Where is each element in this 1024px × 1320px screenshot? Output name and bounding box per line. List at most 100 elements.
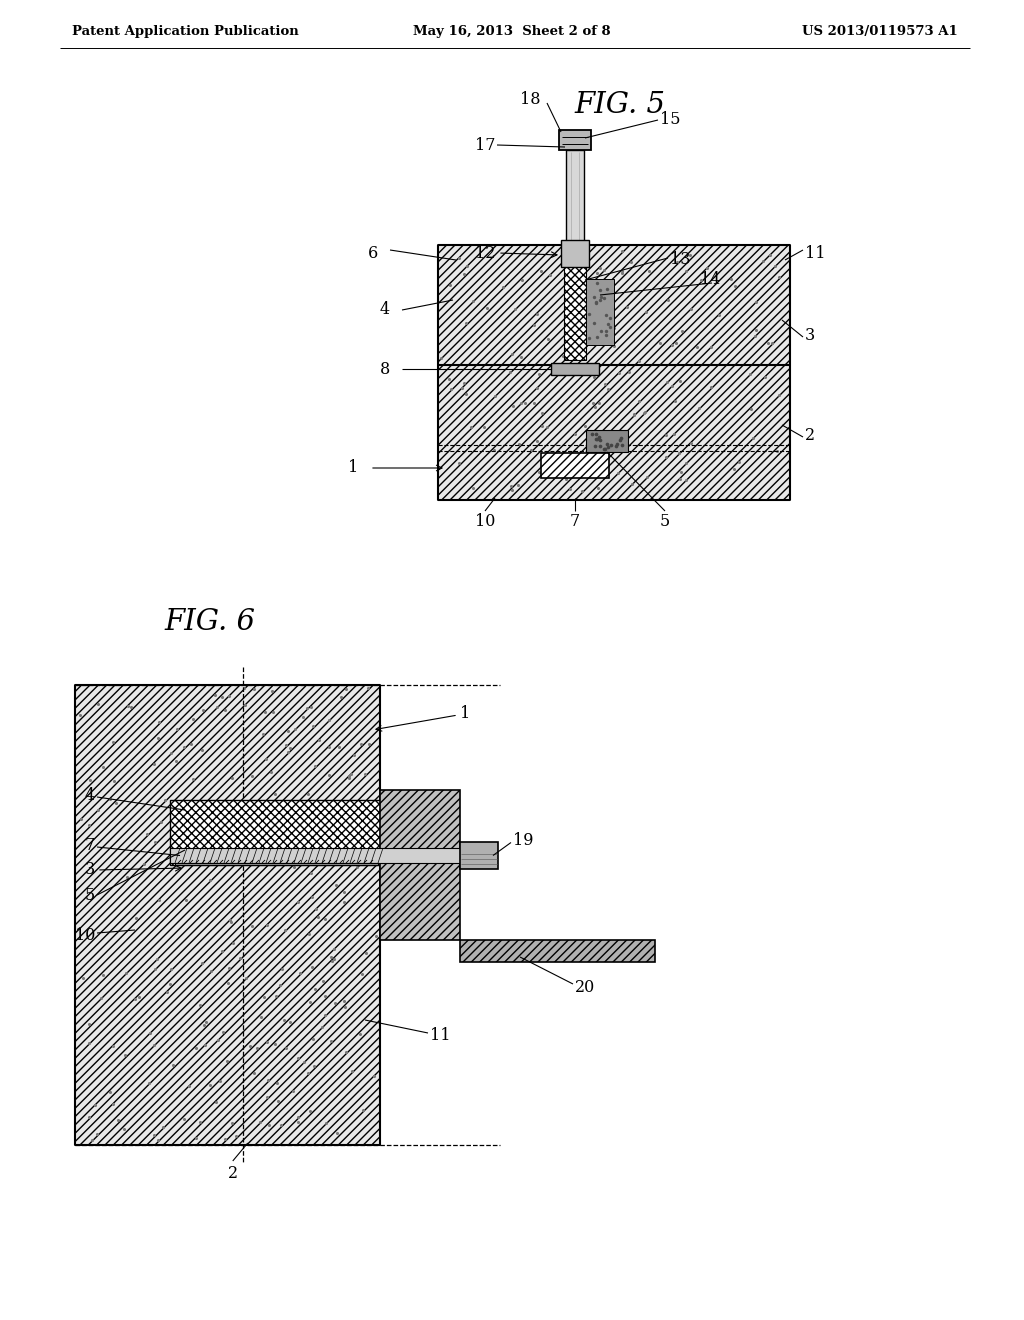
Point <box>215 1022 231 1043</box>
Point <box>702 376 719 397</box>
Text: 1: 1 <box>348 459 358 477</box>
Point <box>336 891 352 912</box>
Point <box>540 329 556 350</box>
Point <box>726 276 742 297</box>
Point <box>660 289 677 310</box>
Point <box>246 678 262 700</box>
Point <box>286 857 302 878</box>
Point <box>323 946 339 968</box>
Point <box>459 256 475 277</box>
Point <box>525 314 542 335</box>
Point <box>631 391 647 412</box>
Point <box>585 393 601 414</box>
Point <box>596 288 612 309</box>
Point <box>581 286 597 308</box>
Point <box>73 808 89 829</box>
Point <box>117 1044 133 1065</box>
Point <box>123 696 139 717</box>
Point <box>331 737 347 758</box>
Text: 5: 5 <box>85 887 95 903</box>
Text: FIG. 6: FIG. 6 <box>165 609 256 636</box>
Point <box>164 851 180 873</box>
Point <box>202 869 218 890</box>
Bar <box>380 789 460 940</box>
Point <box>217 700 233 721</box>
Bar <box>170 847 460 863</box>
Point <box>267 836 284 857</box>
Point <box>598 302 614 323</box>
Point <box>558 469 574 490</box>
Point <box>183 842 200 863</box>
Point <box>157 789 173 810</box>
Point <box>620 296 636 317</box>
Point <box>589 263 605 284</box>
Point <box>289 850 305 871</box>
Point <box>259 1031 275 1052</box>
Bar <box>438 366 790 500</box>
Point <box>102 788 119 809</box>
Point <box>534 403 550 424</box>
Point <box>163 742 179 763</box>
Point <box>151 1130 167 1151</box>
Point <box>550 449 566 470</box>
Point <box>296 1051 312 1072</box>
Point <box>636 403 652 424</box>
Point <box>81 1014 97 1035</box>
Point <box>191 995 208 1016</box>
Point <box>530 363 547 384</box>
Point <box>567 424 584 445</box>
Point <box>87 1094 103 1115</box>
Point <box>725 458 741 479</box>
Point <box>743 399 760 420</box>
Point <box>301 805 317 826</box>
Point <box>575 337 592 358</box>
Point <box>287 718 303 739</box>
Point <box>532 260 549 281</box>
Point <box>310 907 327 928</box>
Bar <box>460 940 655 962</box>
Point <box>581 327 597 348</box>
Text: 10: 10 <box>75 927 95 944</box>
Point <box>184 846 201 867</box>
Bar <box>551 363 599 375</box>
Point <box>278 1038 294 1059</box>
Text: 14: 14 <box>700 272 720 289</box>
Point <box>290 1111 306 1133</box>
Point <box>505 395 521 416</box>
Point <box>318 1113 335 1134</box>
Point <box>595 276 611 297</box>
Point <box>683 298 699 319</box>
Point <box>624 474 640 495</box>
Point <box>592 429 608 450</box>
Point <box>194 739 210 760</box>
Point <box>89 1123 105 1144</box>
Point <box>623 252 639 273</box>
Point <box>316 908 333 929</box>
Point <box>603 434 620 455</box>
Point <box>511 433 527 454</box>
Point <box>162 974 178 995</box>
Point <box>81 1032 97 1053</box>
Point <box>148 949 165 970</box>
Point <box>255 723 271 744</box>
Text: 20: 20 <box>575 978 595 995</box>
Point <box>559 282 575 304</box>
Point <box>366 1065 382 1086</box>
Point <box>456 263 472 284</box>
Text: 2: 2 <box>805 426 815 444</box>
Point <box>476 417 493 438</box>
Point <box>188 1038 205 1059</box>
Point <box>589 326 605 347</box>
Point <box>577 253 593 275</box>
Text: 11: 11 <box>430 1027 451 1044</box>
Point <box>153 812 169 833</box>
Point <box>606 317 623 338</box>
Point <box>639 466 655 487</box>
Point <box>119 866 135 887</box>
Point <box>555 345 571 366</box>
Point <box>522 440 539 461</box>
Point <box>597 438 613 459</box>
Point <box>349 857 366 878</box>
Point <box>257 702 273 723</box>
Point <box>273 958 290 979</box>
